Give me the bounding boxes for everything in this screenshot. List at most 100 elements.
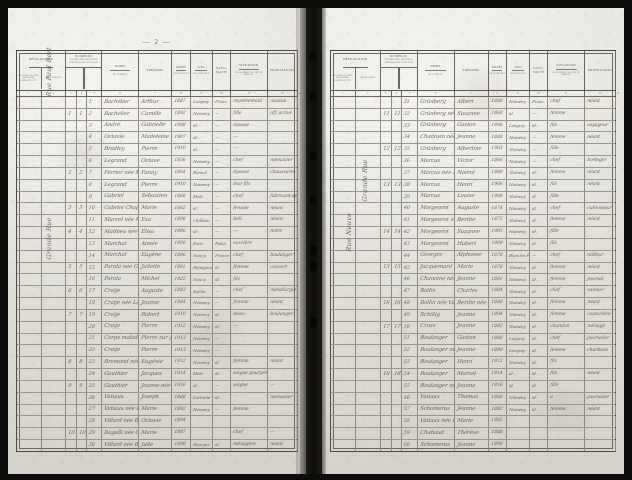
cell-nom: Schillig [418, 309, 455, 321]
cell-situation-text: épouse [232, 170, 250, 176]
cell-numero-menage [77, 132, 88, 144]
cell-numero-individu-text: 15 [88, 264, 96, 271]
cell-rue [17, 144, 42, 156]
cell-nom: Bradley [102, 144, 139, 156]
cell-nationalite-text: — [214, 300, 220, 306]
cell-rue [331, 262, 356, 274]
cell-nom: Boulanger née Dumont [418, 345, 455, 357]
cell-annee-naissance-text: 1868 [174, 193, 187, 199]
cell-prenom: Pierre [139, 144, 173, 156]
cell-profession-text: off. active [269, 110, 292, 116]
cell-prenom-text: Pierre sur garçon [140, 335, 173, 342]
cell-lieu-naissance: id. [191, 120, 213, 132]
cell-numero-individu-text: 5 [88, 146, 93, 153]
cell-numero-maison [381, 215, 392, 227]
cell-situation: femme [548, 132, 586, 144]
cell-situation: femme [548, 309, 586, 321]
cell-prenom-text: Marie [456, 418, 473, 425]
cell-prenom-text: Marie [140, 205, 158, 212]
cell-situation-text: chef [232, 288, 244, 294]
cell-situation: fille [548, 380, 586, 392]
cell-nom-text: Morgenrot [419, 205, 449, 212]
cell-rue [17, 286, 42, 298]
cell-numero-menage [77, 404, 88, 416]
cell-rue [331, 144, 356, 156]
cell-situation: femme [231, 357, 268, 369]
cell-situation-text: chef [549, 99, 561, 105]
cell-numero-individu: 2 [87, 108, 103, 120]
cell-profession: — [268, 380, 299, 392]
header-lieu-naissance: LIEU DE NAISSANCE [507, 51, 530, 90]
cell-prenom: Albertine [455, 144, 489, 156]
cell-annee-naissance: 1903 [489, 144, 508, 156]
cell-lieu-naissance-text: Nomeny [508, 276, 527, 282]
cell-situation-text: femme [549, 312, 567, 318]
cell-prenom: Victor [455, 156, 489, 167]
register-row: 20 Craije Pierre 1912 Nomeny id. — [17, 321, 299, 334]
cell-rue [17, 227, 42, 238]
cell-numero-individu-text: 19 [88, 311, 96, 318]
cell-nationalite-text: Franc. [531, 99, 546, 105]
cell-nom-text: Legrand [104, 157, 128, 164]
cell-nationalite-text: id. [531, 229, 538, 235]
cell-numero-maison [381, 333, 392, 345]
cell-situation-text: bell. [232, 217, 244, 223]
cell-lieu-naissance: Nomeny [507, 404, 530, 416]
cell-lieu-naissance: Metz [191, 191, 213, 203]
cell-profession [585, 144, 617, 156]
cell-numero-maison-text: 1 [67, 110, 72, 117]
cell-numero-maison-text: 5 [67, 264, 72, 271]
left-page: — 2 — DÉSIGNATION DES RUES, PLACES, QUAR… [8, 8, 306, 474]
cell-situation: ménagère [231, 440, 268, 451]
cell-prenom: Marie [455, 262, 489, 274]
cell-profession-text: — [269, 382, 275, 388]
cell-numero-maison: 11 [381, 108, 392, 120]
cell-nationalite-text: — [214, 134, 220, 140]
cell-rue [17, 440, 42, 451]
cell-situation-text: femme [549, 276, 567, 282]
cell-lieu-naissance: id. [191, 132, 213, 144]
cell-rue [331, 156, 356, 167]
cell-lieu-naissance-text: Longwy [508, 335, 526, 341]
cell-annee-naissance: 1888 [489, 428, 508, 440]
cell-annee-naissance-text: 1914 [174, 371, 187, 377]
cell-rue [17, 333, 42, 345]
cell-numero-menage-text: 17 [393, 323, 401, 330]
cell-annee-naissance-text: 1883 [174, 288, 187, 294]
cell-profession: néant [585, 132, 617, 144]
cell-profession [268, 144, 299, 156]
cell-profession: couvert [268, 262, 299, 274]
cell-lieu-naissance-text: Metz [192, 371, 204, 377]
cell-numero-individu-text: 7 [88, 169, 93, 176]
cell-situation-text: fille [549, 229, 560, 235]
cell-numero-maison: 14 [381, 227, 392, 238]
cell-maison-designation [42, 179, 66, 191]
cell-prenom-text: Gaston [456, 122, 476, 129]
cell-numero-maison-text: 11 [382, 110, 390, 117]
cell-nationalite-text: — [531, 111, 537, 117]
cell-lieu-naissance: Nomeny [507, 144, 530, 156]
cell-annee-naissance-text: 1866 [490, 158, 503, 164]
cell-maison-designation [42, 215, 66, 227]
cell-maison-designation [42, 416, 66, 428]
folio-number-left: — 2 — [142, 38, 172, 46]
cell-numero-individu: 57 [402, 404, 418, 416]
cell-prenom: Pierre [139, 321, 173, 333]
cell-annee-naissance-text: 1908 [490, 193, 503, 199]
cell-situation: — [231, 144, 268, 156]
cell-rue [17, 428, 42, 440]
cell-profession: menuisier [268, 392, 299, 404]
cell-nom-text: Jacquemard [419, 264, 453, 271]
cell-maison-designation [356, 357, 381, 369]
cell-rue [17, 380, 42, 392]
cell-nom: Morgenrot née Rollin [418, 215, 455, 227]
cell-situation-text: femme [549, 217, 567, 223]
cell-nom-text: Boulanger [419, 335, 448, 342]
cell-numero-individu: 13 [87, 238, 103, 250]
cell-annee-naissance-text: 1888 [490, 335, 503, 341]
cell-nom-text: Bachelier [104, 98, 131, 105]
cell-nationalite-text: id. [214, 371, 221, 377]
cell-annee-naissance: 1875 [489, 215, 508, 227]
cell-numero-individu-text: 3 [88, 122, 93, 129]
cell-nationalite: id. [213, 440, 232, 451]
